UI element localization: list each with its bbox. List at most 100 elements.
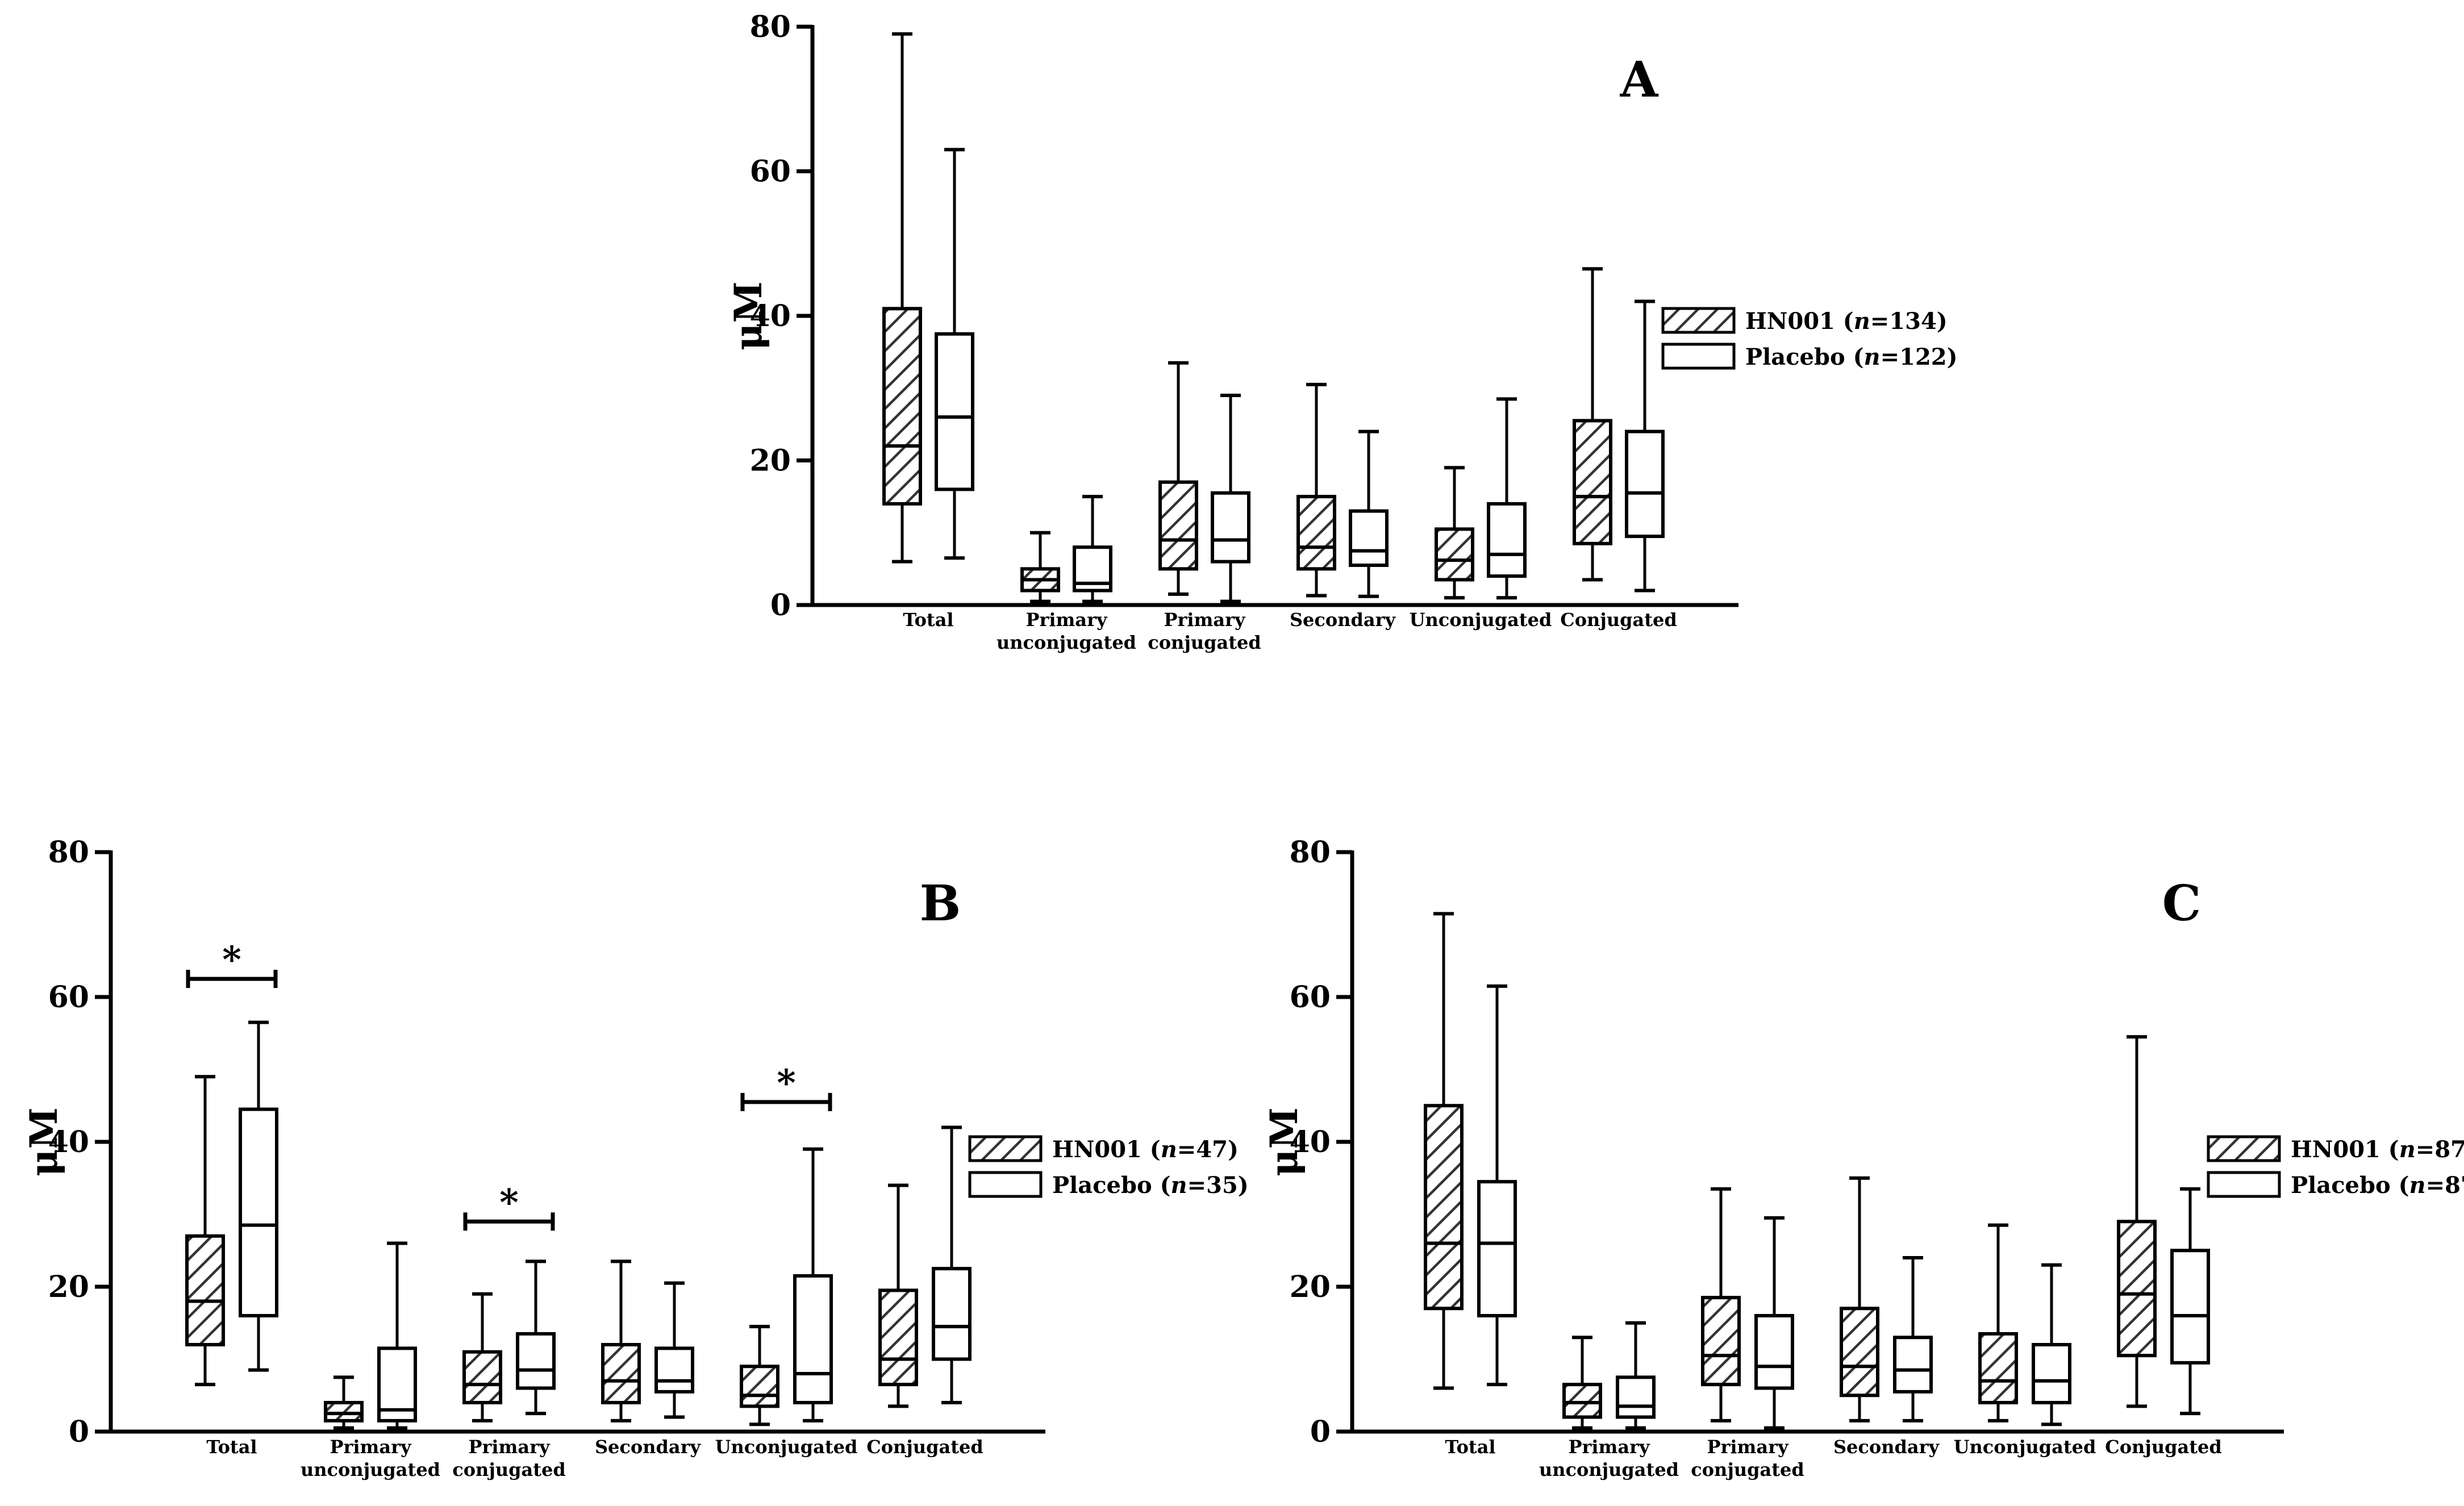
y-axis-title: μM (1262, 1107, 1306, 1176)
legend-n-value: =87) (2426, 1172, 2464, 1199)
box-iqr (2032, 1343, 2071, 1404)
box-placebo (1349, 429, 1389, 598)
significance-star: * (777, 1062, 795, 1104)
box-hn001 (1435, 466, 1474, 600)
category-label-line: conjugated (1148, 632, 1261, 653)
box-iqr (1840, 1307, 1879, 1397)
box-placebo (1487, 397, 1527, 600)
legend-item-placebo: Placebo (n=122) (1661, 343, 1958, 370)
box-iqr (1616, 1375, 1656, 1419)
box-placebo (2170, 1187, 2210, 1416)
panel-letter: A (1620, 51, 1659, 109)
legend-item-placebo: Placebo (n=35) (968, 1171, 1249, 1199)
legend-swatch (1661, 307, 1736, 334)
category-label-line: unconjugated (997, 632, 1136, 653)
box-iqr (1978, 1332, 2018, 1404)
legend-n-value: =134) (1870, 308, 1948, 335)
category-label: Conjugated (866, 1436, 983, 1458)
significance-star: * (222, 938, 241, 981)
legend-n-symbol: n (1864, 344, 1881, 370)
legend-label: HN001 (n=47) (1052, 1136, 1239, 1163)
legend-series-name: Placebo ( (2291, 1172, 2409, 1199)
y-tick-label: 40 (1290, 1125, 1331, 1159)
box-hn001 (462, 1292, 502, 1422)
box-hn001 (1424, 912, 1464, 1390)
box-iqr (1349, 509, 1389, 568)
legend-series-name: HN001 ( (2291, 1136, 2399, 1163)
box-hn001 (1701, 1187, 1741, 1422)
legend-label: Placebo (n=122) (1745, 344, 1958, 370)
legend-n-symbol: n (2409, 1172, 2426, 1199)
box-iqr (1435, 527, 1474, 582)
box-iqr (1625, 429, 1665, 539)
category-label: Conjugated (2105, 1436, 2222, 1458)
box-iqr (882, 307, 922, 506)
box-iqr (1158, 480, 1198, 571)
box-placebo (1073, 495, 1112, 603)
box-hn001 (2117, 1035, 2157, 1408)
box-iqr (324, 1401, 364, 1422)
box-iqr (1562, 1383, 1602, 1419)
category-label: Secondary (1290, 609, 1396, 631)
category-label-line: Unconjugated (1410, 609, 1552, 631)
box-iqr (740, 1365, 779, 1408)
legend-n-value: =35) (1187, 1172, 1249, 1199)
box-placebo (932, 1125, 972, 1404)
legend-series-name: Placebo ( (1052, 1172, 1171, 1199)
category-label-line: Primary (468, 1436, 551, 1458)
y-tick-label: 40 (48, 1125, 89, 1159)
box-hn001 (882, 32, 922, 564)
y-tick-label: 80 (750, 10, 791, 44)
y-tick-label: 20 (48, 1270, 89, 1304)
y-tick-label: 80 (1290, 835, 1331, 870)
box-placebo (1211, 393, 1250, 603)
category-label: Primary unconjugated (997, 609, 1136, 653)
box-iqr (1573, 419, 1612, 545)
category-label: Unconjugated (1410, 609, 1552, 631)
box-hn001 (740, 1325, 779, 1426)
significance-bracket: * (740, 1062, 832, 1111)
y-tick-label: 0 (770, 588, 791, 623)
y-tick-label: 20 (1290, 1270, 1331, 1304)
y-tick-label: 20 (750, 444, 791, 478)
box-hn001 (878, 1183, 918, 1408)
category-label: Total (206, 1436, 257, 1458)
legend-n-symbol: n (1161, 1136, 1177, 1163)
category-label-line: Total (903, 609, 953, 631)
category-label: Primary conjugated (452, 1436, 566, 1480)
category-label-line: Total (1445, 1436, 1495, 1458)
box-iqr (1424, 1104, 1464, 1311)
legend-swatch (1661, 343, 1736, 370)
y-tick-label: 60 (48, 980, 89, 1015)
box-iqr (601, 1343, 641, 1404)
category-label-line: Primary (330, 1436, 412, 1458)
category-label-line: Primary (1707, 1436, 1789, 1458)
category-label-line: Primary (1568, 1436, 1650, 1458)
box-placebo (1625, 299, 1665, 593)
category-label-line: Secondary (595, 1436, 702, 1458)
box-iqr (1296, 495, 1336, 571)
significance-bracket: * (186, 938, 278, 988)
legend-item-hn001: HN001 (n=47) (968, 1135, 1239, 1163)
box-iqr (1701, 1296, 1741, 1387)
box-hn001 (1020, 531, 1060, 603)
legend-n-symbol: n (1854, 308, 1870, 335)
legend-swatch (968, 1135, 1043, 1162)
y-tick-label: 60 (750, 155, 791, 189)
box-hn001 (185, 1075, 225, 1387)
legend-label: HN001 (n=134) (1745, 308, 1948, 335)
box-placebo (654, 1281, 694, 1419)
category-label-line: Conjugated (866, 1436, 983, 1458)
significance-bracket: * (463, 1181, 555, 1231)
legend-series-name: Placebo ( (1745, 344, 1864, 370)
category-label: Secondary (1833, 1436, 1940, 1458)
category-label: Primary unconjugated (301, 1436, 440, 1480)
box-iqr (1487, 502, 1527, 578)
box-hn001 (324, 1375, 364, 1430)
box-iqr (654, 1346, 694, 1394)
category-label-line: Conjugated (2105, 1436, 2222, 1458)
box-hn001 (1573, 267, 1612, 582)
panel-letter: B (920, 875, 961, 932)
